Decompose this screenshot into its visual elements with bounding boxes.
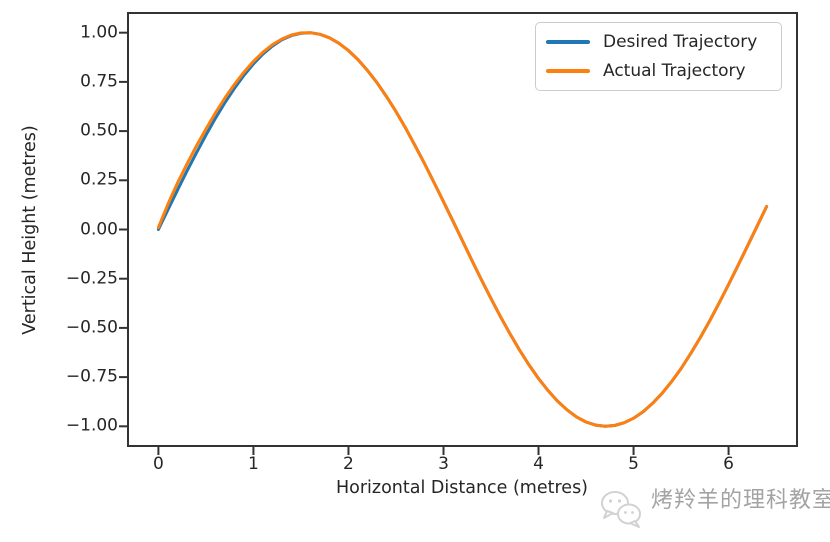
y-tick-label: 1.00	[80, 22, 118, 43]
x-tick-label: 1	[248, 454, 259, 474]
y-tick-label: −0.25	[65, 268, 118, 289]
y-tick-label: 0.75	[80, 71, 118, 92]
axes-frame	[127, 12, 798, 447]
legend-label-desired: Desired Trajectory	[603, 32, 758, 52]
watermark-text: 烤羚羊的理科教室	[651, 488, 830, 513]
series-line-actual	[156, 31, 769, 428]
watermark: 烤羚羊的理科教室	[597, 486, 830, 532]
x-tick-label: 3	[438, 454, 449, 474]
speech-bubbles-icon	[601, 491, 641, 528]
x-tick-label: 6	[723, 454, 734, 474]
y-tick-label: −0.50	[65, 317, 118, 338]
y-tick-label: 0.25	[80, 169, 118, 190]
y-tick-label: 0.50	[80, 120, 118, 141]
legend-item-actual-trajectory: Actual Trajectory	[546, 60, 771, 82]
x-axis-label: Horizontal Distance (metres)	[335, 478, 589, 498]
series-line-desired	[156, 31, 769, 428]
legend-line-sample-desired	[546, 40, 590, 44]
legend-label-actual: Actual Trajectory	[603, 61, 746, 81]
y-tick-label: 0.00	[80, 219, 118, 239]
y-tick-label: −1.00	[65, 415, 118, 436]
x-tick-label: 2	[343, 454, 354, 474]
legend-item-desired-trajectory: Desired Trajectory	[546, 31, 771, 53]
y-axis-label: Vertical Height (metres)	[20, 125, 40, 335]
x-tick-label: 5	[628, 454, 639, 474]
y-tick-label: −0.75	[65, 366, 118, 387]
legend: Desired Trajectory Actual Trajectory	[535, 22, 782, 91]
legend-line-sample-actual	[546, 69, 590, 73]
x-tick-label: 0	[152, 454, 164, 474]
x-tick-label: 4	[533, 454, 544, 474]
